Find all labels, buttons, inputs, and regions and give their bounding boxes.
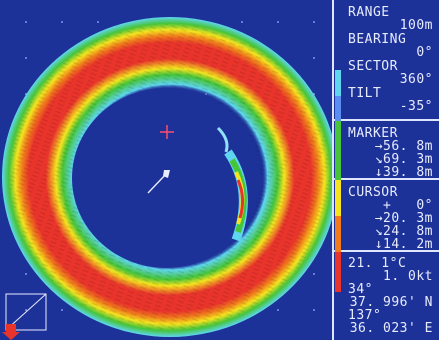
grid-dot (313, 21, 315, 23)
grid-dot (61, 309, 63, 311)
longitude-minutes: 36. 023' E (349, 321, 433, 336)
ship-heading: 34° (348, 282, 373, 297)
cursor-bearing: + 0° (383, 198, 433, 213)
bearing-value: 0° (416, 45, 433, 60)
tilt-value: -35° (399, 99, 433, 114)
marker-label: MARKER (348, 126, 398, 141)
sector-value: 360° (399, 72, 433, 87)
cursor-label: CURSOR (348, 185, 398, 200)
grid-dot (241, 21, 243, 23)
grid-dot (313, 273, 315, 275)
nav-section: 21. 1°C 1. 0kt 34° 37. 996' N 137° 36. 0… (334, 252, 439, 340)
scale-bar-cyan (335, 70, 341, 96)
scale-bar-yellow (335, 180, 341, 216)
cursor-section: CURSOR + 0° →20. 3m ↘24. 8m ↓14. 2m (334, 180, 439, 252)
water-temperature: 21. 1°C (348, 256, 407, 271)
arrow-down-icon (2, 324, 20, 340)
grid-dot (277, 309, 279, 311)
marker-section: MARKER →56. 8m ↘69. 3m ↓39. 8m (334, 121, 439, 180)
marker-depth: ↓39. 8m (374, 165, 433, 180)
longitude-degrees: 137° (348, 308, 382, 323)
scale-bar-red (335, 252, 341, 292)
grid-dot (25, 273, 27, 275)
settings-section: RANGE 100m BEARING 0° SECTOR 360° TILT -… (334, 0, 439, 121)
sector-label: SECTOR (348, 59, 398, 74)
ship-icon (147, 170, 170, 194)
fish-school-echo (216, 126, 248, 242)
latitude: 37. 996' N (349, 295, 433, 310)
grid-dot (61, 21, 63, 23)
scale-bar-green (335, 121, 341, 180)
ship-speed: 1. 0kt (383, 269, 433, 284)
range-value: 100m (399, 18, 433, 33)
range-label: RANGE (348, 5, 390, 20)
cursor-depth: ↓14. 2m (374, 237, 433, 252)
grid-dot (25, 21, 27, 23)
cursor-slant: ↘24. 8m (374, 224, 433, 239)
cursor-horizontal: →20. 3m (374, 211, 433, 226)
grid-dot (313, 57, 315, 59)
inner-clear-area (72, 88, 260, 268)
grid-dot (25, 57, 27, 59)
grid-dot (97, 21, 99, 23)
crosshair-icon[interactable] (160, 125, 174, 139)
grid-dot (277, 21, 279, 23)
tilt-label: TILT (348, 86, 382, 101)
grid-dot (25, 309, 27, 311)
marker-slant: ↘69. 3m (374, 152, 433, 167)
marker-horizontal: →56. 8m (374, 139, 433, 154)
sonar-echo-view[interactable] (0, 0, 332, 340)
bearing-label: BEARING (348, 32, 407, 47)
grid-dot (313, 309, 315, 311)
sonar-info-panel: RANGE 100m BEARING 0° SECTOR 360° TILT -… (332, 0, 439, 340)
scale-bar-orange (335, 216, 341, 252)
scale-bar-blue (335, 96, 341, 121)
